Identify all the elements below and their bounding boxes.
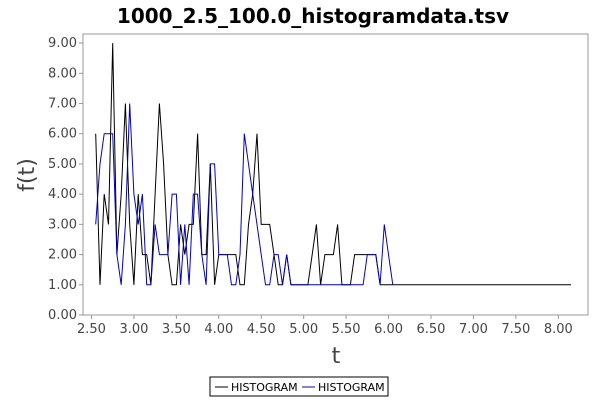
y-tick-label: 3.00 (48, 217, 77, 232)
legend: HISTOGRAM HISTOGRAM (209, 376, 389, 397)
x-tick-label: 3.00 (119, 322, 148, 337)
y-tick-label: 1.00 (48, 278, 77, 293)
y-tick-label: 0.00 (48, 308, 77, 323)
y-tick-label: 5.00 (48, 157, 77, 172)
x-tick-label: 7.00 (459, 322, 488, 337)
series-layer (95, 43, 571, 286)
x-tick-label: 2.50 (77, 322, 106, 337)
y-axis: 0.00 1.00 2.00 3.00 4.00 5.00 6.00 7.00 8.00 9.00 (48, 36, 83, 323)
x-tick-label: 4.50 (247, 322, 276, 337)
x-axis: 2.50 3.00 3.50 4.00 4.50 5.00 5.50 6.00 6.50 7.00… (77, 315, 573, 337)
y-tick-label: 2.00 (48, 248, 77, 263)
x-tick-label: 6.00 (374, 322, 403, 337)
y-tick-label: 8.00 (48, 66, 77, 81)
series-line-2 (95, 103, 394, 286)
x-tick-label: 5.50 (332, 322, 361, 337)
x-tick-label: 3.50 (162, 322, 191, 337)
y-tick-label: 4.00 (48, 187, 77, 202)
legend-label-series-1: HISTOGRAM (231, 381, 298, 394)
chart-title: 1000_2.5_100.0_histogramdata.tsv (117, 4, 509, 28)
plot-area (82, 33, 589, 316)
x-tick-label: 6.50 (417, 322, 446, 337)
y-tick-label: 9.00 (48, 36, 77, 51)
x-tick-label: 7.50 (501, 322, 530, 337)
legend-box (209, 376, 389, 397)
x-tick-label: 5.00 (289, 322, 318, 337)
x-tick-label: 8.00 (544, 322, 573, 337)
x-axis-label: t (332, 344, 341, 369)
y-tick-label: 7.00 (48, 96, 77, 111)
legend-label-series-2: HISTOGRAM (318, 381, 385, 394)
y-axis-label: f(t) (15, 158, 40, 192)
y-tick-label: 6.00 (48, 127, 77, 142)
x-tick-label: 4.00 (204, 322, 233, 337)
